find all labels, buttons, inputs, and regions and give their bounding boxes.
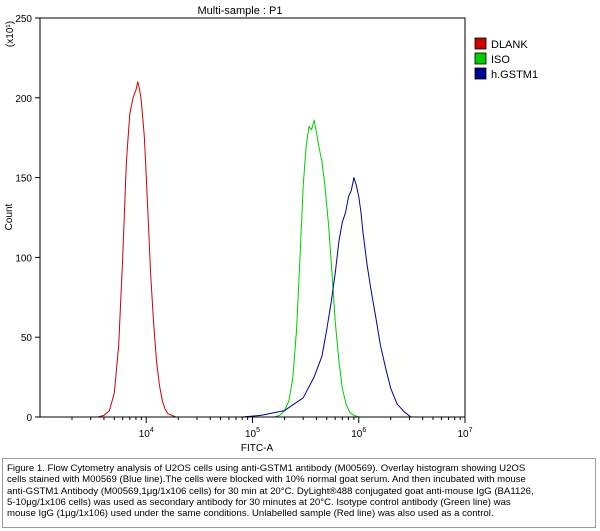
y-axis-label: Count [4,203,15,230]
y-tick-label: 100 [15,253,32,264]
y-tick-label: 250 [15,14,32,25]
x-axis-label: FITC-A [241,443,274,454]
y-tick-label: 200 [15,94,32,105]
series-line-iso [274,119,359,418]
legend-swatch-iso [474,52,487,65]
legend: DLANK ISO h.GSTM1 [474,37,538,81]
plot-area [97,81,412,418]
plot-frame [39,17,466,418]
x-tick-label: 107 [457,427,472,440]
y-tick-label: 50 [21,333,33,344]
legend-label: h.GSTM1 [491,69,538,81]
series-line-h-gstm1 [242,177,412,418]
caption-line: Figure 1. Flow Cytometry analysis of U2O… [7,463,526,474]
y-axis-multiplier: (x10¹) [5,21,16,47]
chart-title: Multi-sample : P1 [198,5,283,17]
y-tick-label: 150 [15,174,32,185]
caption-line: cells stained with M00569 (Blue line).Th… [7,474,526,486]
legend-label: DLANK [491,39,528,51]
y-tick-label: 0 [26,413,32,424]
series-line-dlank [97,81,177,418]
x-tick-label: 105 [245,427,260,440]
caption-line: anti-GSTM1 Antibody (M00569,1μg/1x106 ce… [7,485,534,497]
legend-swatch-dlank [474,37,487,50]
caption-line: 5-10μg/1x106 cells) was used as secondar… [7,496,511,508]
caption-line: mouse IgG (1μg/1x106) used under the sam… [7,508,494,520]
legend-label: ISO [491,54,510,66]
flow-cytometry-histogram: 0 50 100 150 200 250 104 105 106 107 DLANK ISO h.GS… [4,5,538,454]
x-tick-label: 106 [351,427,366,440]
axes: 0 50 100 150 200 250 104 105 106 107 [15,14,472,440]
x-tick-label: 104 [139,427,154,440]
figure-caption: Figure 1. Flow Cytometry analysis of U2O… [2,458,596,528]
legend-swatch-h-gstm1 [474,67,487,80]
